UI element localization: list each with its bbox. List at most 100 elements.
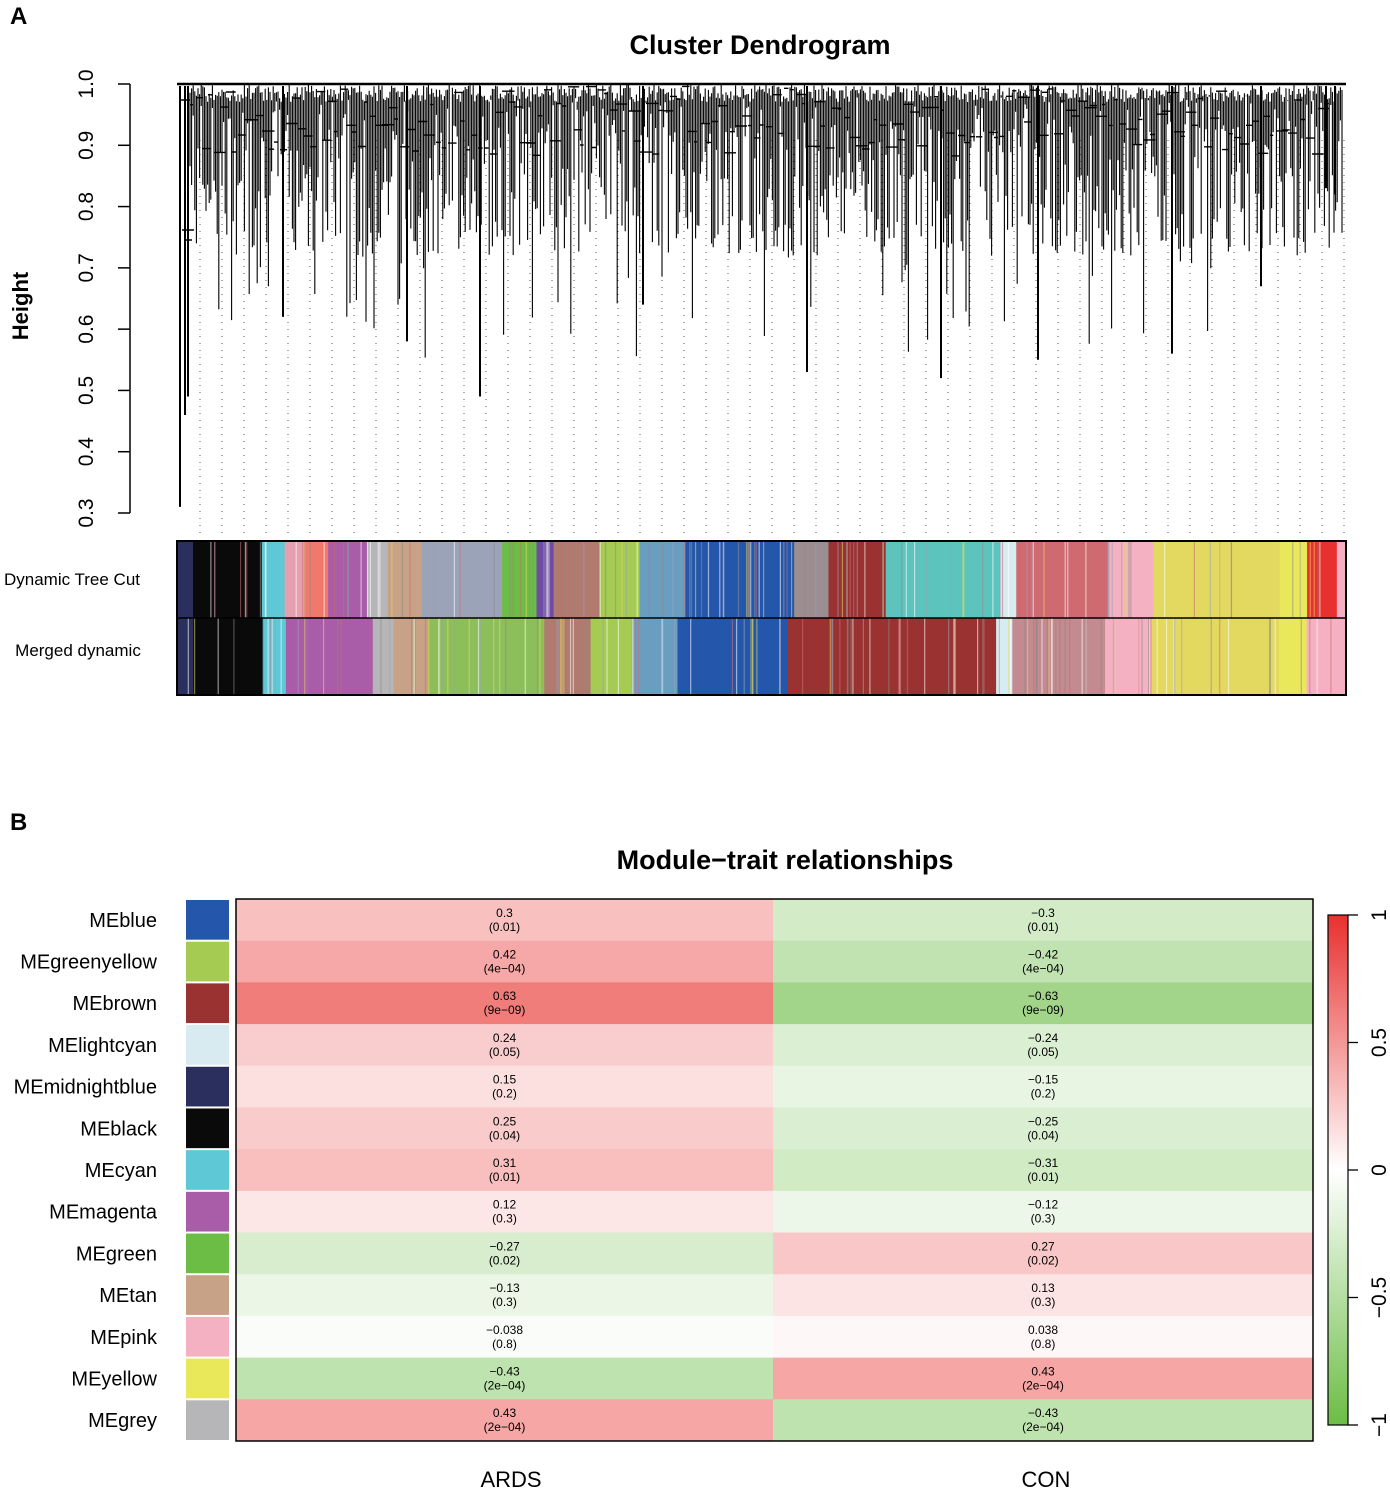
color-row-segment bbox=[177, 618, 194, 695]
module-swatch bbox=[186, 1400, 229, 1440]
color-row-stripe bbox=[561, 618, 563, 695]
color-row-stripe bbox=[1067, 541, 1069, 618]
heatmap-cell bbox=[773, 1357, 1313, 1400]
y-tick-label: 0.8 bbox=[75, 192, 98, 221]
cell-correlation: −0.038 bbox=[486, 1323, 523, 1337]
color-row-stripe bbox=[906, 618, 909, 695]
color-row-stripe bbox=[411, 618, 413, 695]
color-row-segment bbox=[262, 618, 287, 695]
panel-label-b: B bbox=[10, 809, 27, 836]
cell-correlation: −0.12 bbox=[1028, 1198, 1059, 1212]
color-row-stripe bbox=[556, 618, 558, 695]
color-row-stripe bbox=[846, 541, 848, 618]
module-label: MEmagenta bbox=[49, 1202, 158, 1224]
color-row-segment bbox=[1336, 541, 1347, 618]
color-row-stripe bbox=[662, 541, 664, 618]
cell-correlation: −0.42 bbox=[1028, 948, 1059, 962]
cell-correlation: −0.15 bbox=[1028, 1073, 1059, 1087]
color-row-stripe bbox=[755, 541, 757, 618]
module-swatch bbox=[186, 941, 229, 982]
color-row-segment bbox=[1307, 541, 1338, 618]
color-row-segment bbox=[544, 618, 592, 695]
colorbar bbox=[1327, 914, 1349, 1426]
color-row-stripe bbox=[214, 541, 216, 618]
color-row-stripe bbox=[343, 541, 345, 618]
color-row-stripe bbox=[783, 541, 785, 618]
y-tick-label: 0.9 bbox=[75, 131, 98, 160]
color-row-stripe bbox=[631, 618, 633, 695]
heatmap-cell bbox=[236, 940, 773, 983]
cell-pvalue: (0.3) bbox=[1031, 1295, 1056, 1309]
color-row-segment bbox=[787, 618, 997, 695]
color-row-stripe bbox=[1227, 618, 1230, 695]
color-row-stripe bbox=[837, 541, 839, 618]
color-row-stripe bbox=[683, 541, 685, 618]
color-row-stripe bbox=[1123, 541, 1125, 618]
module-swatch bbox=[186, 1150, 229, 1190]
color-row-stripe bbox=[1181, 618, 1183, 695]
color-row-stripe bbox=[1186, 618, 1188, 695]
module-label: MEbrown bbox=[73, 993, 157, 1015]
color-row-stripe bbox=[447, 618, 449, 695]
color-row-stripe bbox=[1007, 541, 1009, 618]
color-row-stripe bbox=[1010, 618, 1012, 695]
color-row-stripe bbox=[1210, 618, 1212, 695]
heatmap-cell bbox=[236, 1232, 773, 1275]
color-row-stripe bbox=[999, 541, 1001, 618]
color-row-stripe bbox=[569, 618, 572, 695]
color-row-stripe bbox=[832, 618, 834, 695]
cell-correlation: −0.24 bbox=[1028, 1031, 1059, 1045]
cell-pvalue: (0.3) bbox=[492, 1295, 517, 1309]
color-row-stripe bbox=[1193, 541, 1195, 618]
color-row-stripe bbox=[746, 541, 748, 618]
module-swatch bbox=[186, 1108, 229, 1149]
color-row-stripe bbox=[433, 541, 435, 618]
color-row-stripe bbox=[493, 541, 495, 618]
color-row-stripe bbox=[333, 541, 336, 618]
color-row-stripe bbox=[558, 618, 560, 695]
color-row-stripe bbox=[545, 541, 547, 618]
color-row-stripe bbox=[1043, 541, 1045, 618]
color-row-stripe bbox=[743, 618, 745, 695]
cell-pvalue: (0.04) bbox=[489, 1128, 520, 1142]
cell-correlation: 0.038 bbox=[1028, 1323, 1058, 1337]
cell-correlation: 0.15 bbox=[493, 1073, 517, 1087]
color-row-stripe bbox=[689, 541, 691, 618]
color-row-stripe bbox=[428, 618, 430, 695]
heatmap-cell bbox=[773, 1274, 1313, 1317]
colorbar-tick-label: −0.5 bbox=[1368, 1277, 1390, 1318]
color-row-stripe bbox=[1041, 618, 1043, 695]
color-row-stripe bbox=[297, 618, 299, 695]
color-row-stripe bbox=[882, 541, 884, 618]
color-row-stripe bbox=[914, 541, 916, 618]
dendrogram-title: Cluster Dendrogram bbox=[629, 30, 890, 60]
heatmap-cell bbox=[236, 1065, 773, 1108]
color-row-stripe bbox=[924, 618, 926, 695]
color-row-stripe bbox=[360, 541, 362, 618]
heatmap-title: Module−trait relationships bbox=[617, 845, 954, 875]
color-row-stripe bbox=[1299, 541, 1301, 618]
color-row-stripe bbox=[852, 618, 854, 695]
module-swatch bbox=[186, 1316, 229, 1357]
cell-correlation: 0.3 bbox=[496, 906, 513, 920]
color-row-stripe bbox=[1107, 541, 1109, 618]
color-row-stripe bbox=[413, 618, 415, 695]
color-row-stripe bbox=[737, 541, 740, 618]
color-row-stripe bbox=[1100, 618, 1103, 695]
color-row-stripe bbox=[1309, 618, 1311, 695]
color-row-stripe bbox=[532, 541, 534, 618]
color-row-stripe bbox=[323, 541, 325, 618]
cell-correlation: −0.43 bbox=[489, 1364, 520, 1378]
module-label: MEblack bbox=[80, 1118, 158, 1140]
cell-pvalue: (0.05) bbox=[489, 1045, 520, 1059]
color-row-stripe bbox=[194, 618, 196, 695]
cell-pvalue: (0.2) bbox=[492, 1087, 517, 1101]
cell-pvalue: (0.05) bbox=[1027, 1045, 1058, 1059]
color-row-stripe bbox=[543, 541, 545, 618]
module-swatch bbox=[186, 983, 229, 1024]
panel-b: B Module−trait relationships MEblue 0.3(0… bbox=[10, 809, 1390, 1490]
color-row-stripe bbox=[791, 541, 793, 618]
color-row-stripe bbox=[614, 541, 617, 618]
color-row-stripe bbox=[1313, 541, 1315, 618]
